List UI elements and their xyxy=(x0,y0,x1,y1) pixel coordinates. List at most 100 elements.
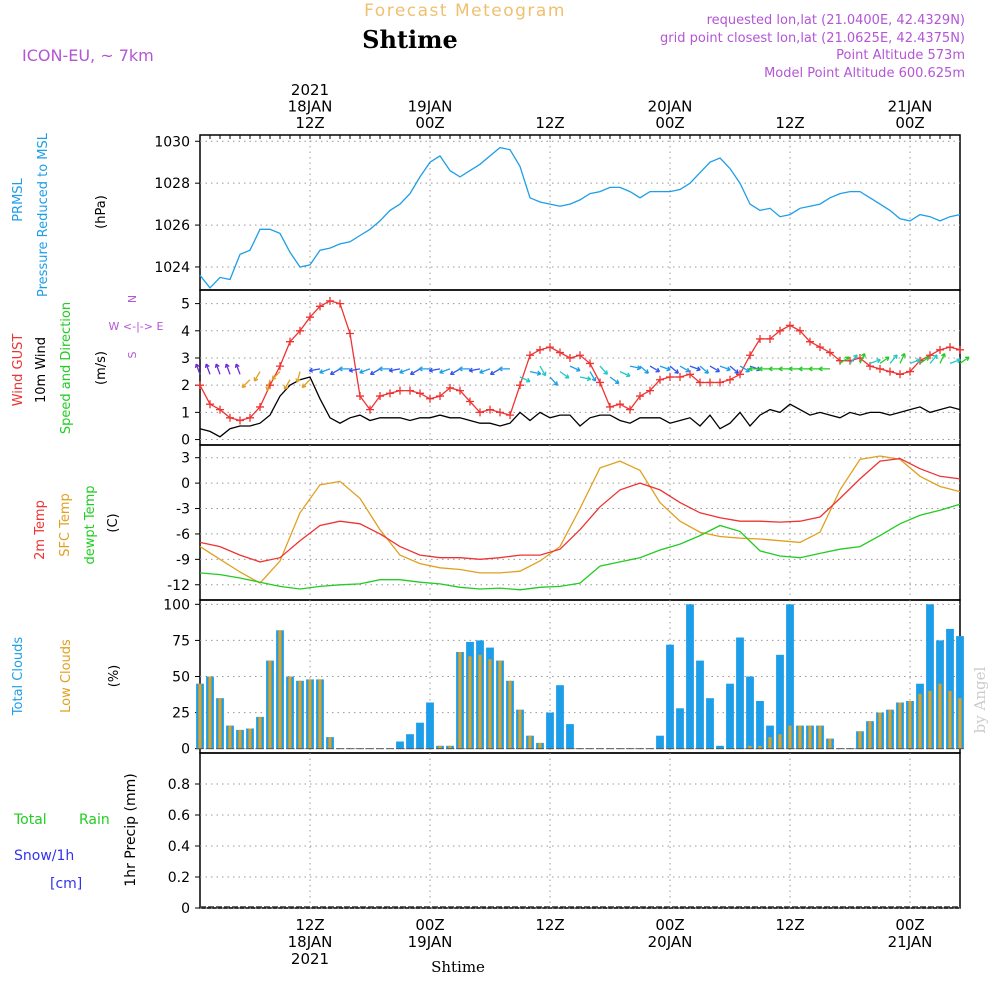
total-cloud-bar xyxy=(736,637,744,749)
gust-point xyxy=(886,367,894,376)
temp-ytick-label: -6 xyxy=(176,527,190,543)
gust-point xyxy=(196,381,204,390)
low-cloud-bar xyxy=(208,676,212,749)
wind-arrow-icon xyxy=(639,365,650,374)
low-cloud-bar xyxy=(448,745,452,749)
low-cloud-bar xyxy=(868,721,872,749)
gust-point xyxy=(736,370,744,379)
gust-point xyxy=(596,378,604,387)
wind-ytick-label: 4 xyxy=(181,324,190,340)
wind-arrow-icon xyxy=(839,356,850,364)
total-cloud-bar xyxy=(416,722,424,749)
low-cloud-bar xyxy=(958,698,962,749)
compass-we: W <-|-> E xyxy=(109,320,164,333)
precip-ytick-label: 0.6 xyxy=(168,808,190,824)
wind-arrow-icon xyxy=(214,363,221,375)
compass-south: S xyxy=(126,351,139,358)
wind-arrow-icon xyxy=(739,365,751,373)
wind-arrow-icon xyxy=(378,366,390,372)
gust-point xyxy=(556,348,564,357)
low-cloud-bar xyxy=(248,728,252,749)
gust-point xyxy=(826,348,834,357)
rain-label: Rain xyxy=(79,812,110,828)
temp-ytick-label: -3 xyxy=(176,502,190,518)
wind-arrow-icon xyxy=(859,352,866,364)
top-time-label: 12Z xyxy=(535,114,564,132)
temp2m-line xyxy=(199,457,961,563)
temp-panel-frame xyxy=(199,444,961,601)
bottom-time-label: 20JAN xyxy=(648,933,693,951)
gust-point xyxy=(876,364,884,373)
wind-arrow-icon xyxy=(589,371,597,382)
gust-point xyxy=(576,351,584,360)
gust-point xyxy=(466,397,474,406)
wind-arrow-icon xyxy=(879,356,890,364)
total-cloud-bar xyxy=(566,724,574,749)
direction-label: Speed and Direction xyxy=(59,302,74,434)
low-cloud-bar xyxy=(808,725,812,749)
wind-arrow-icon xyxy=(758,366,770,372)
clouds-unit: (%) xyxy=(107,665,122,688)
low-cloud-bar xyxy=(298,680,302,749)
top-time-label: 00Z xyxy=(415,114,444,132)
top-time-label: 20JAN xyxy=(648,98,693,116)
gust-point xyxy=(586,359,594,368)
low-cloud-bar xyxy=(798,725,802,749)
total-cloud-bar xyxy=(676,708,684,749)
gust-point xyxy=(386,389,394,398)
wind-arrow-icon xyxy=(909,358,921,365)
wind-ytick-label: 3 xyxy=(181,351,190,367)
wind-arrow-icon xyxy=(649,365,661,373)
wind-arrow-icon xyxy=(224,363,231,375)
low-cloud-bar xyxy=(278,630,282,749)
gust-point xyxy=(546,343,554,352)
low-cloud-bar xyxy=(438,745,442,749)
gust-point xyxy=(606,402,614,411)
wind-arrow-icon xyxy=(439,368,451,375)
total-cloud-bar xyxy=(756,701,764,749)
pressure-label-long: Pressure Reduced to MSL xyxy=(36,132,51,297)
top-time-label: 21JAN xyxy=(888,98,933,116)
wind-arrow-icon xyxy=(295,371,301,383)
total-cloud-bar xyxy=(706,698,714,749)
gust-point xyxy=(316,302,324,311)
wind-arrow-icon xyxy=(399,368,411,375)
gust-point xyxy=(306,313,314,322)
low-cloud-bar xyxy=(788,725,792,749)
gust-point xyxy=(756,334,764,343)
wind-arrow-icon xyxy=(919,356,930,364)
top-time-label: 12Z xyxy=(775,114,804,132)
wind-arrow-icon xyxy=(369,368,381,376)
gust-point xyxy=(376,392,384,401)
wind-arrow-icon xyxy=(498,366,510,372)
temp-ytick-label: -12 xyxy=(167,578,190,594)
total-cloud-bar xyxy=(546,712,554,749)
gust-point xyxy=(436,392,444,401)
gust-point xyxy=(216,405,224,414)
temp2m-label: 2m Temp xyxy=(33,500,48,560)
gust-point xyxy=(866,362,874,371)
compass-north: N xyxy=(126,295,139,303)
low-cloud-bar xyxy=(778,734,782,749)
low-clouds-label: Low Clouds xyxy=(59,639,74,713)
dewpt-line xyxy=(199,503,961,591)
wind-arrow-icon xyxy=(609,376,620,385)
wind-arrow-icon xyxy=(659,365,671,372)
low-cloud-bar xyxy=(198,683,202,749)
low-cloud-bar xyxy=(328,737,332,749)
gust-point xyxy=(476,408,484,417)
bottom-time-label: 18JAN xyxy=(288,933,333,951)
wind-arrow-icon xyxy=(729,365,740,374)
wind-arrow-icon xyxy=(271,371,281,381)
gust-point xyxy=(956,345,964,354)
low-cloud-bar xyxy=(518,709,522,749)
clouds-ytick-label: 25 xyxy=(172,706,190,722)
wind-arrow-icon xyxy=(468,367,481,373)
gust-point xyxy=(676,373,684,382)
pressure-unit: (hPa) xyxy=(94,195,109,229)
gust-point xyxy=(896,370,904,379)
low-cloud-bar xyxy=(758,745,762,749)
wind-arrow-icon xyxy=(629,365,642,371)
gust-point xyxy=(806,337,814,346)
